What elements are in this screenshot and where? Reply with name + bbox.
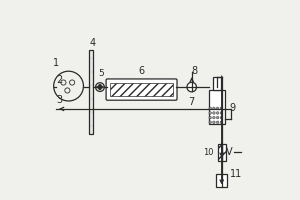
- Circle shape: [216, 107, 219, 110]
- Circle shape: [209, 121, 211, 124]
- Circle shape: [213, 112, 215, 114]
- Text: 3: 3: [56, 95, 62, 105]
- Circle shape: [187, 82, 196, 92]
- Bar: [89, 50, 93, 134]
- Bar: [110, 83, 173, 96]
- Circle shape: [213, 121, 215, 124]
- Circle shape: [220, 121, 223, 124]
- Circle shape: [213, 116, 215, 119]
- Circle shape: [216, 121, 219, 124]
- Bar: [208, 90, 226, 124]
- Text: 2: 2: [56, 75, 62, 85]
- Circle shape: [220, 116, 223, 119]
- Circle shape: [209, 112, 211, 114]
- Text: V: V: [226, 147, 232, 157]
- Text: 11: 11: [230, 169, 243, 179]
- Circle shape: [220, 112, 223, 114]
- Polygon shape: [96, 84, 101, 90]
- Text: 6: 6: [138, 66, 144, 76]
- Text: 9: 9: [230, 103, 236, 113]
- Text: 1: 1: [52, 58, 59, 68]
- Text: 10: 10: [203, 148, 214, 157]
- Polygon shape: [99, 84, 104, 90]
- Circle shape: [209, 107, 211, 110]
- Text: 8: 8: [191, 66, 197, 76]
- Circle shape: [216, 112, 219, 114]
- Text: 4: 4: [89, 38, 95, 48]
- Text: 7: 7: [189, 97, 195, 107]
- Text: 5: 5: [98, 69, 103, 78]
- Circle shape: [209, 116, 211, 119]
- Bar: [216, 174, 227, 187]
- FancyBboxPatch shape: [106, 79, 177, 100]
- Circle shape: [213, 107, 215, 110]
- Circle shape: [216, 116, 219, 119]
- Bar: [213, 77, 221, 90]
- Bar: [218, 144, 226, 161]
- Circle shape: [220, 107, 223, 110]
